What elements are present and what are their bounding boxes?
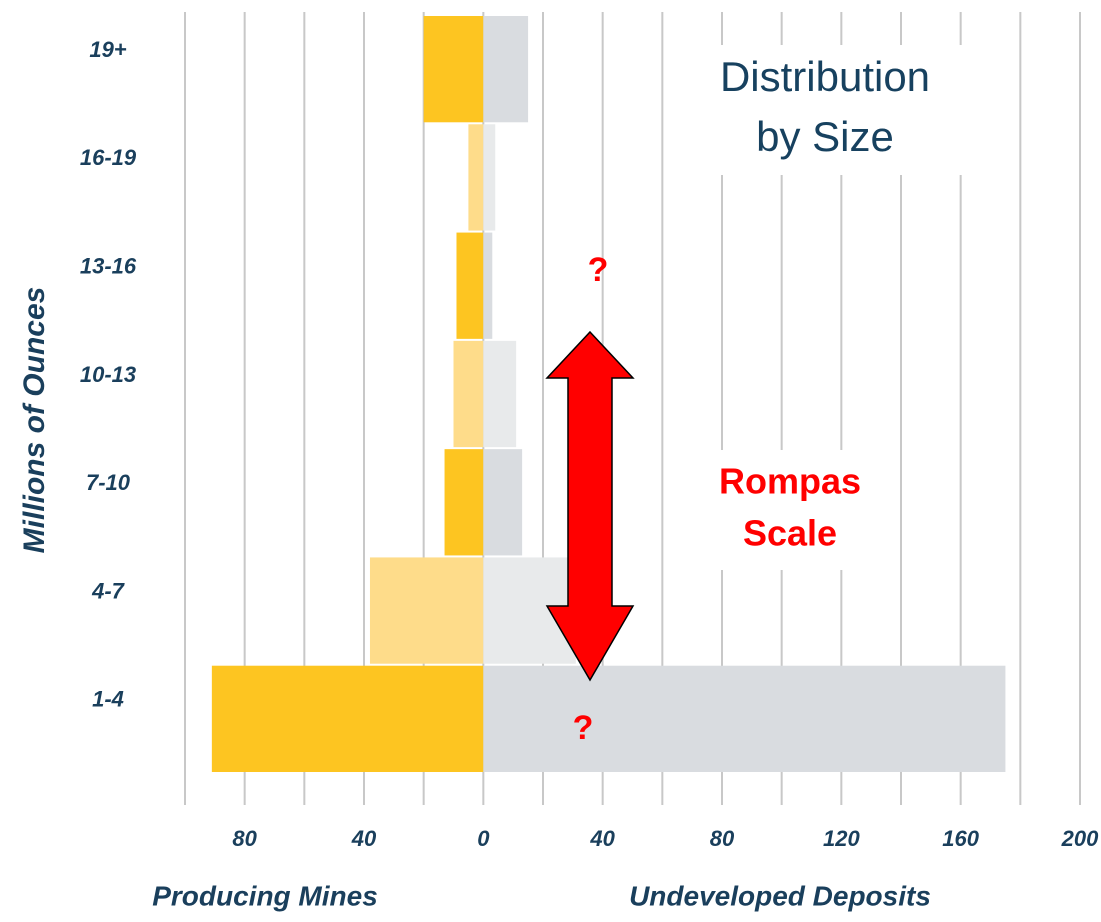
- bar: [483, 16, 529, 123]
- series-label: Undeveloped Deposits: [629, 880, 931, 911]
- annotation: ?: [588, 251, 609, 289]
- labels: 80 40 0 40 80 120 160 200 19+ 16-19 13-16 10-13 7-10…: [18, 37, 1099, 911]
- x-tick-label: 200: [1061, 826, 1099, 851]
- annotation: Scale: [743, 513, 837, 554]
- annotation: ?: [573, 709, 594, 747]
- title-background: [680, 45, 970, 175]
- x-tick-label: 80: [710, 826, 735, 851]
- y-axis-title: Millions of Ounces: [18, 287, 51, 554]
- annotation: Rompas: [719, 461, 861, 502]
- bar: [423, 16, 484, 123]
- y-tick-label: 16-19: [80, 145, 137, 170]
- y-tick-label: 19+: [89, 37, 126, 62]
- bar: [483, 232, 493, 339]
- x-tick-label: 160: [942, 826, 979, 851]
- chart-title: by Size: [756, 113, 894, 160]
- bar: [453, 340, 484, 448]
- bar: [483, 665, 1006, 772]
- x-tick-label: 80: [232, 826, 257, 851]
- bar: [211, 665, 484, 772]
- bars: [211, 16, 1006, 772]
- series-label: Producing Mines: [152, 880, 378, 911]
- annotation-background: [690, 450, 890, 570]
- bar: [483, 340, 517, 448]
- y-tick-label: 4-7: [91, 578, 126, 603]
- x-tick-label: 40: [589, 826, 615, 851]
- y-tick-label: 7-10: [86, 470, 131, 495]
- y-tick-label: 10-13: [80, 362, 136, 387]
- double-arrow: [545, 330, 635, 682]
- x-tick-label: 120: [823, 826, 860, 851]
- bar: [483, 124, 496, 231]
- bar: [483, 449, 523, 556]
- bar: [444, 449, 484, 556]
- bar: [456, 232, 484, 339]
- x-tick-label: 40: [351, 826, 377, 851]
- x-tick-label: 0: [477, 826, 490, 851]
- chart-title: Distribution: [720, 53, 930, 100]
- bar: [369, 557, 484, 664]
- bar: [468, 124, 484, 231]
- y-tick-label: 1-4: [92, 687, 124, 712]
- y-tick-label: 13-16: [80, 254, 137, 279]
